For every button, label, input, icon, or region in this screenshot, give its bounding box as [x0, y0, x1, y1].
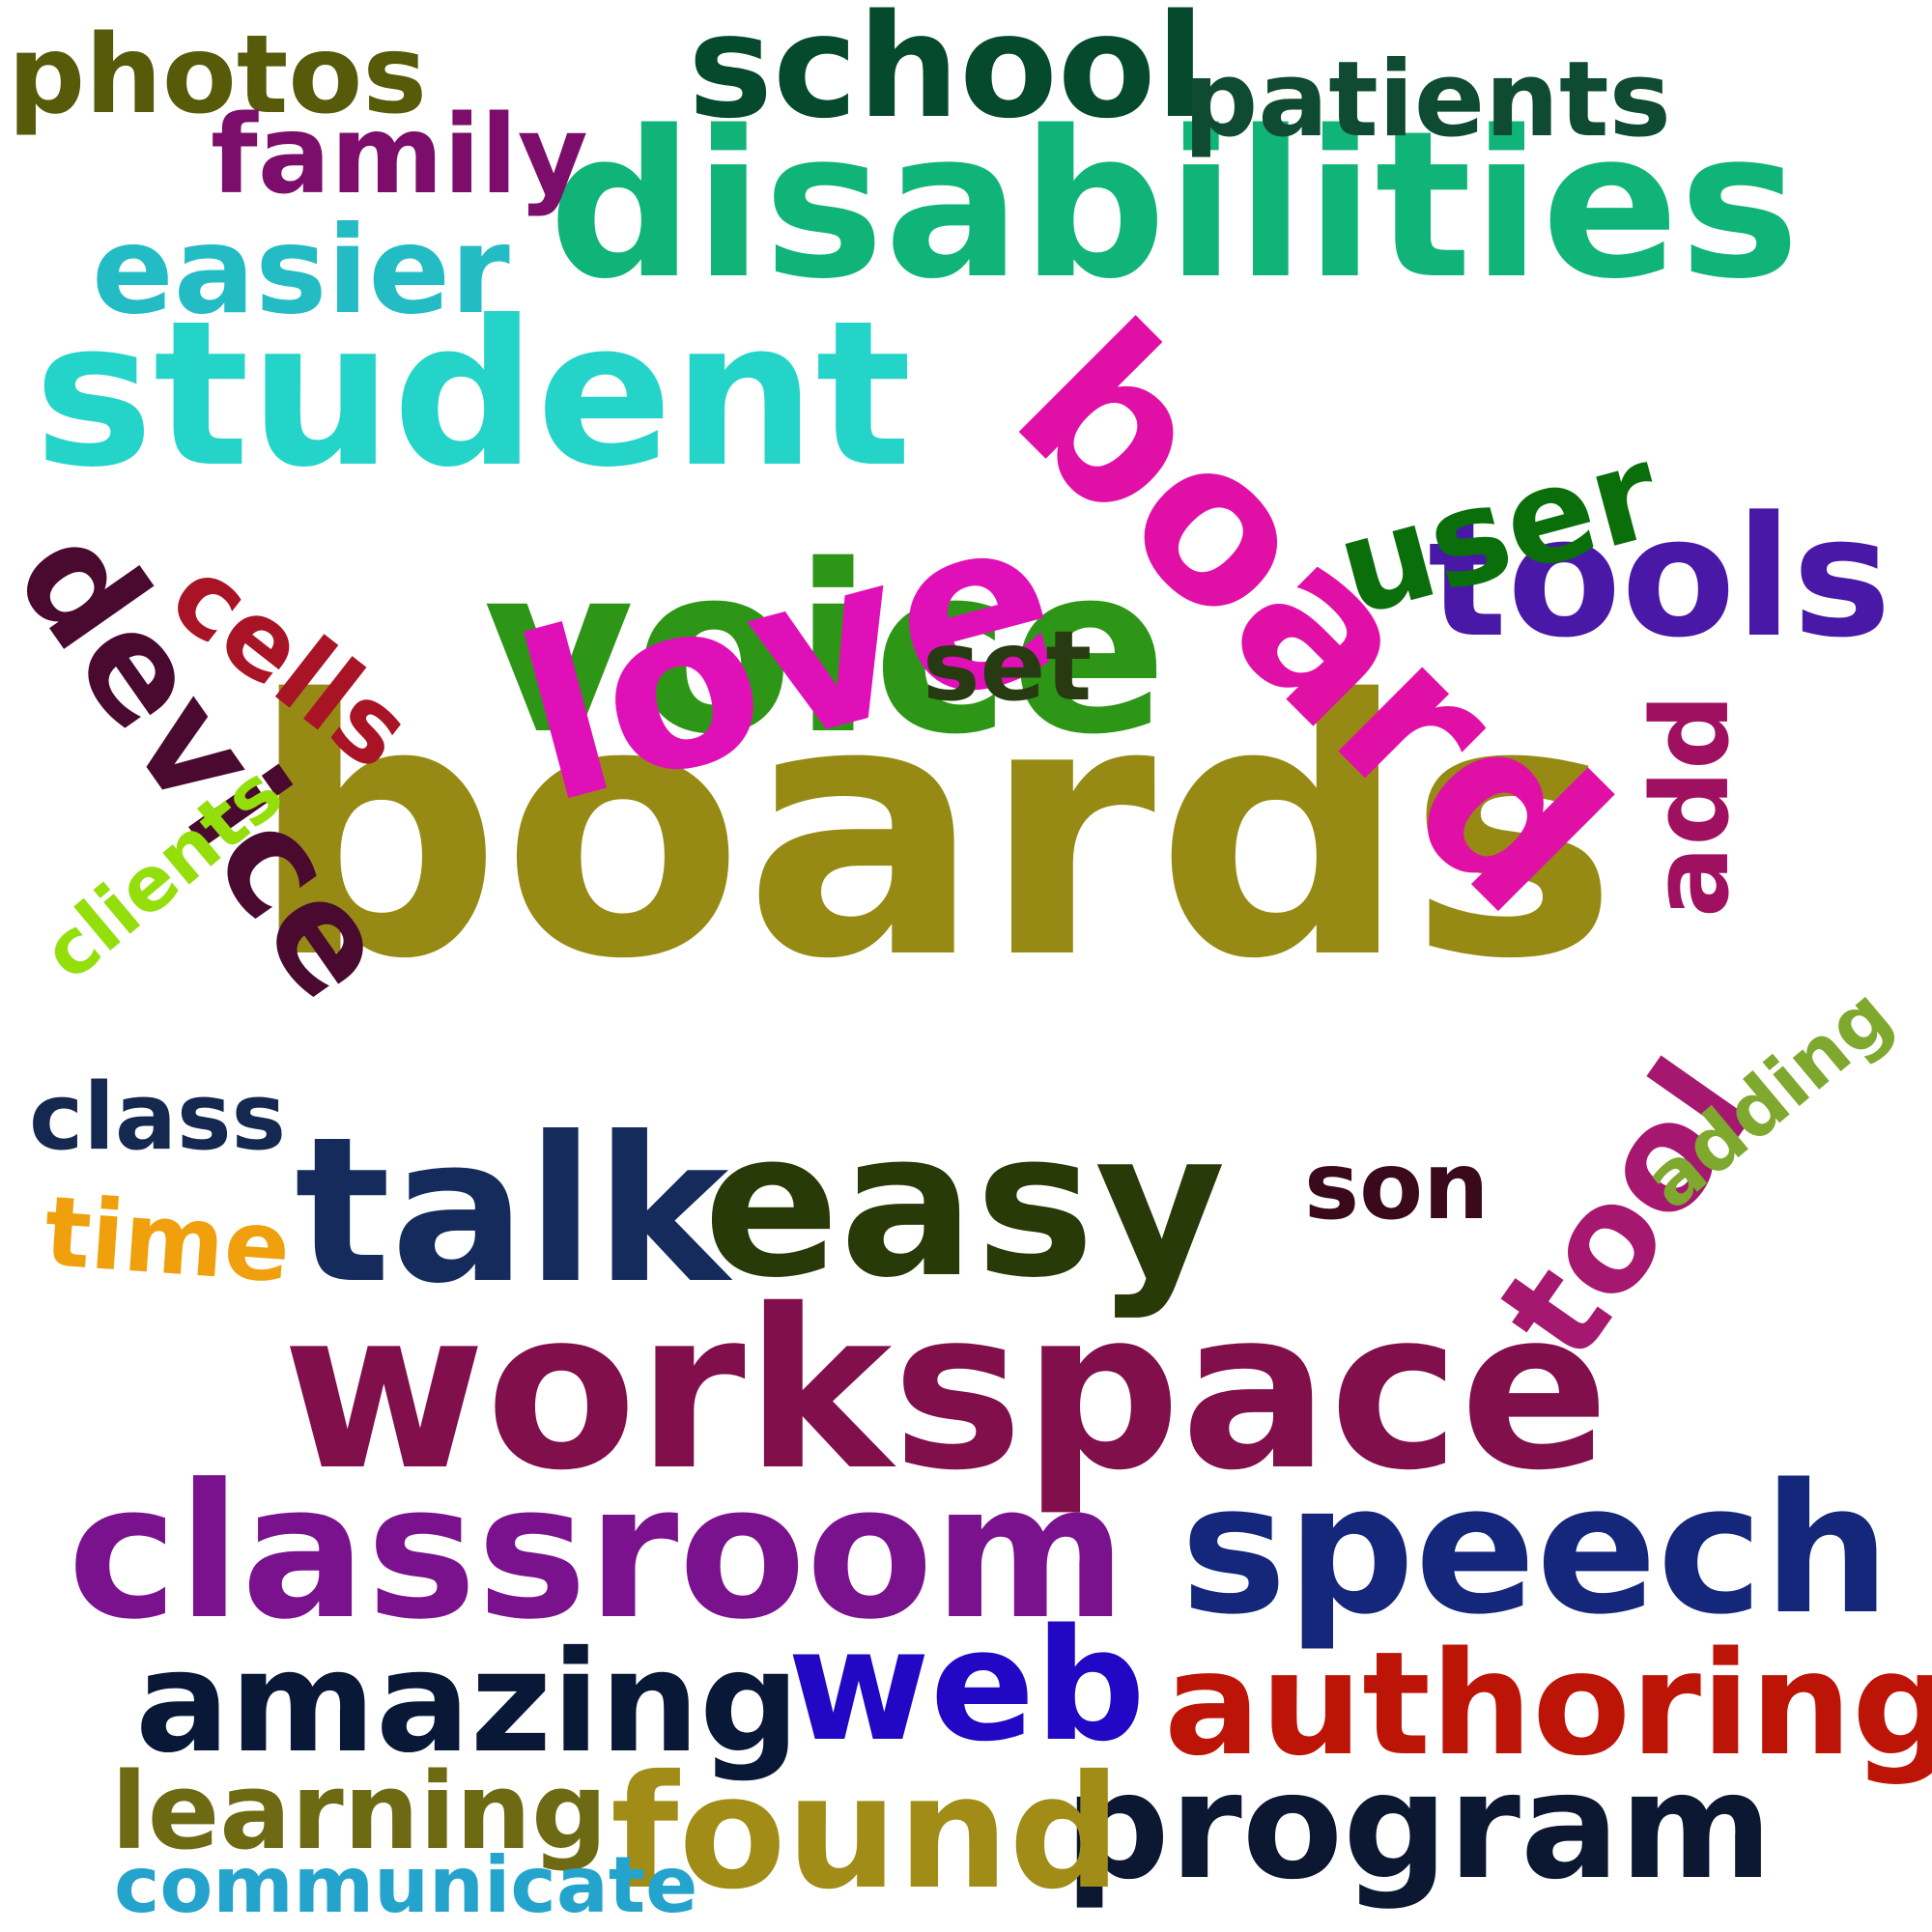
word-authoring: authoring: [1164, 1621, 1932, 1787]
word-set: set: [923, 610, 1093, 723]
word-student: student: [34, 278, 912, 512]
word-speech: speech: [1180, 1445, 1890, 1654]
word-add: add: [1629, 694, 1752, 918]
word-class: class: [29, 1065, 287, 1171]
word-time: time: [41, 1175, 295, 1305]
word-talk: talk: [295, 1094, 729, 1328]
word-workspace: workspace: [282, 1262, 1609, 1519]
word-communicate: communicate: [114, 1840, 698, 1930]
word-found: found: [611, 1743, 1122, 1924]
word-photos: photos: [8, 13, 427, 138]
word-amazing: amazing: [135, 1621, 800, 1784]
word-disabilities: disabilities: [549, 87, 1801, 324]
word-son: son: [1304, 1132, 1490, 1240]
word-web: web: [787, 1595, 1146, 1776]
word-boards: boards: [249, 626, 1618, 1037]
word-family: family: [211, 93, 588, 218]
word-easier: easier: [92, 201, 510, 341]
word-learning: learning: [111, 1749, 608, 1873]
word-program: program: [1065, 1741, 1773, 1912]
word-easy: easy: [703, 1089, 1226, 1322]
word-classroom: classroom: [68, 1445, 1127, 1661]
word-patients: patients: [1183, 40, 1671, 160]
word-voice: voice: [483, 515, 1168, 785]
word-school: school: [688, 0, 1206, 150]
word-tools: tools: [1428, 480, 1891, 674]
